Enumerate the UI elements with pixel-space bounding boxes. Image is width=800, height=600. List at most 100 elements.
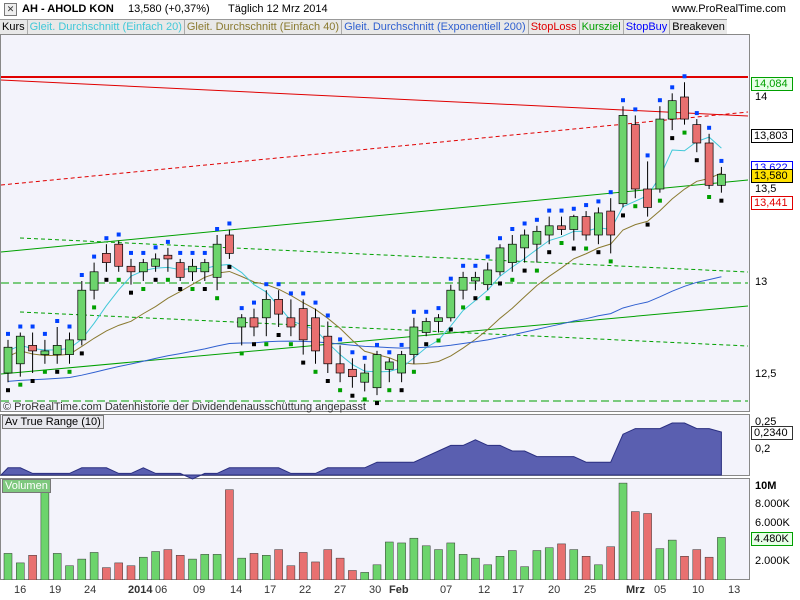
stopbuy-dot xyxy=(202,250,207,255)
volume-bar xyxy=(16,562,25,581)
vol-tick-8000k: 8.000K xyxy=(755,498,790,510)
candle-body xyxy=(286,317,296,328)
legend-kursziel[interactable]: Kursziel xyxy=(580,20,624,34)
candle-body xyxy=(348,368,357,378)
stopbuy-dot xyxy=(104,236,109,241)
volume-bar xyxy=(532,550,542,581)
legend-kurs[interactable]: Kurs xyxy=(0,20,28,34)
stopbuy-dot xyxy=(670,85,675,90)
candle-body xyxy=(692,124,702,144)
signal-dot xyxy=(547,250,552,255)
instrument-name: AH - AHOLD KON xyxy=(22,3,114,15)
signal-dot xyxy=(276,333,281,337)
candle-body xyxy=(323,335,333,365)
brand-link[interactable]: www.ProRealTime.com xyxy=(672,3,786,15)
volume-bar xyxy=(385,541,394,581)
x-tick-label: 05 xyxy=(654,584,667,596)
signal-dot xyxy=(116,277,121,282)
signal-dot xyxy=(522,268,527,273)
volume-bar xyxy=(212,554,222,581)
x-tick-label: 16 xyxy=(14,584,27,596)
signal-dot xyxy=(301,360,306,365)
signal-dot xyxy=(6,388,10,393)
candle-body xyxy=(175,262,185,278)
x-tick-label: 20 xyxy=(548,584,561,596)
candle-body xyxy=(163,254,173,260)
volume-bar xyxy=(274,549,283,581)
signal-dot xyxy=(153,277,158,282)
signal-dot xyxy=(461,305,466,310)
signal-dot xyxy=(571,246,576,251)
stopbuy-dot xyxy=(571,206,576,211)
stopbuy-dot xyxy=(313,300,318,305)
signal-dot xyxy=(67,369,72,374)
stopbuy-dot xyxy=(707,125,712,130)
candle-body xyxy=(434,317,443,322)
candle-body xyxy=(200,262,210,273)
price-panel[interactable] xyxy=(0,34,750,412)
volume-bar xyxy=(495,556,505,581)
atr-current-marker: 0,2340 xyxy=(751,426,793,440)
volume-bar xyxy=(175,555,185,581)
signal-dot xyxy=(350,393,355,398)
candle-body xyxy=(225,234,234,254)
x-tick-label: 25 xyxy=(584,584,597,596)
volume-bar xyxy=(52,553,62,581)
x-tick-label: 14 xyxy=(230,584,243,596)
candle-body xyxy=(569,216,579,230)
volume-bar xyxy=(262,555,271,581)
x-tick-label: 17 xyxy=(264,584,277,596)
signal-dot xyxy=(92,305,97,310)
legend-ema200[interactable]: Gleit. Durchschnitt (Exponentiell 200) xyxy=(342,20,529,34)
volume-bar xyxy=(139,556,148,581)
signal-dot xyxy=(608,259,613,264)
legend-breakeven[interactable]: Breakeven xyxy=(670,20,727,34)
volume-bar xyxy=(458,554,468,581)
signal-dot xyxy=(313,369,318,374)
signal-dot xyxy=(682,130,687,135)
stopbuy-dot xyxy=(522,221,527,226)
stopbuy-dot xyxy=(215,227,220,231)
volume-current-marker: 4.480K xyxy=(751,532,793,546)
volume-bar xyxy=(286,565,296,581)
signal-dot xyxy=(30,379,35,383)
signal-dot xyxy=(215,296,220,301)
volume-bar xyxy=(667,539,677,581)
signal-dot xyxy=(473,296,478,301)
stopbuy-dot xyxy=(92,254,97,259)
legend-stopbuy[interactable]: StopBuy xyxy=(624,20,671,34)
x-tick-label: 07 xyxy=(440,584,453,596)
atr-tick-0-2: 0,2 xyxy=(755,443,771,455)
legend-stoploss[interactable]: StopLoss xyxy=(529,20,580,34)
stopbuy-dot xyxy=(645,153,650,158)
stopbuy-dot xyxy=(288,291,293,296)
volume-bar xyxy=(28,555,37,581)
volume-bar xyxy=(544,547,554,581)
candle-body xyxy=(298,308,308,341)
signal-dot xyxy=(227,264,232,269)
atr-tick-0-25: 0,25 xyxy=(755,416,777,428)
signal-dot xyxy=(55,369,60,374)
price-change: 13,580 (+0,37%) xyxy=(128,3,210,15)
candle-body xyxy=(397,354,406,374)
x-axis xyxy=(0,580,800,600)
legend-sma40[interactable]: Gleit. Durchschnitt (Einfach 40) xyxy=(185,20,343,34)
stopbuy-dot xyxy=(424,309,429,314)
legend-sma20[interactable]: Gleit. Durchschnitt (Einfach 20) xyxy=(28,20,185,34)
signal-dot xyxy=(584,246,589,251)
x-tick-label: 24 xyxy=(84,584,97,596)
candle-body xyxy=(606,210,616,236)
stopbuy-dot xyxy=(473,263,478,268)
title-bar: ✕ AH - AHOLD KON 13,580 (+0,37%) Täglich… xyxy=(0,0,800,19)
stopbuy-dot xyxy=(608,190,613,195)
volume-bar xyxy=(680,556,689,581)
close-icon[interactable]: ✕ xyxy=(4,3,17,16)
signal-dot xyxy=(190,287,195,291)
stopbuy-dot xyxy=(510,227,515,231)
atr-area xyxy=(0,422,722,480)
candle-body xyxy=(15,335,25,365)
signal-dot xyxy=(202,287,207,291)
candle-body xyxy=(89,271,99,291)
vol-tick-10m: 10M xyxy=(755,480,777,492)
